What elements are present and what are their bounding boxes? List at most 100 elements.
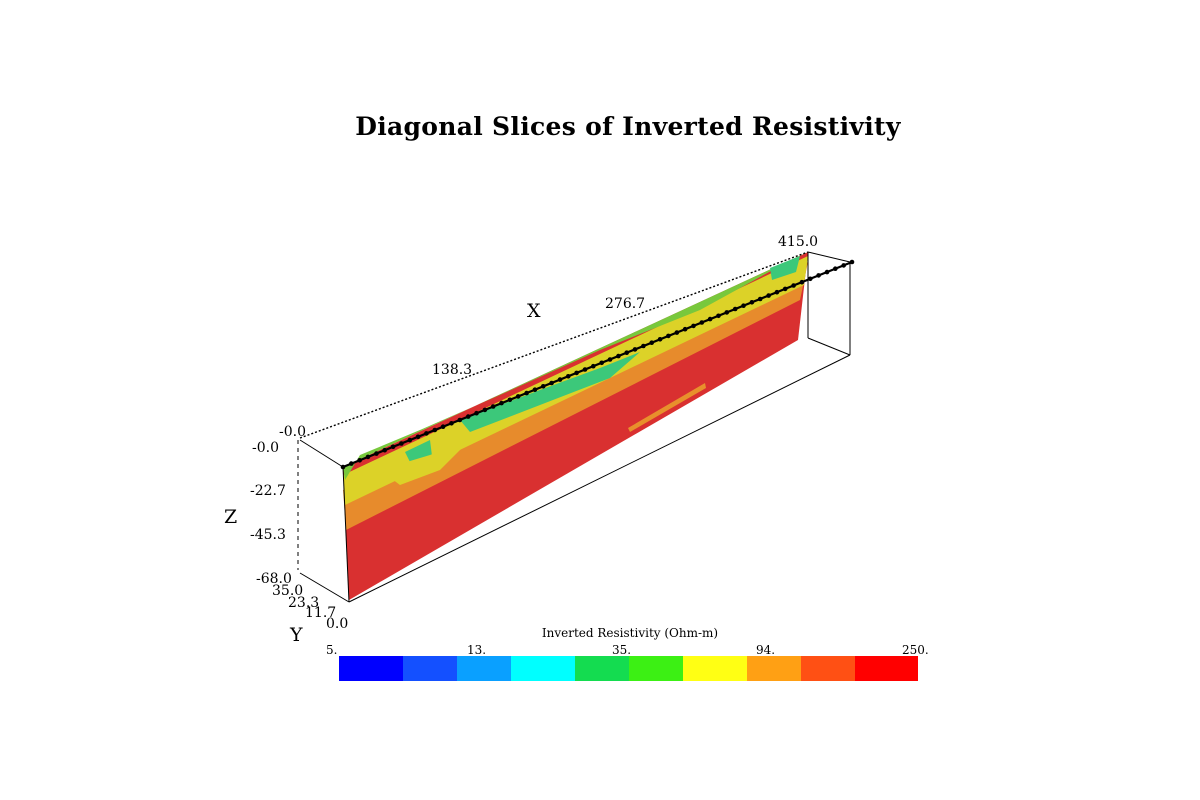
y-tick-2: 11.7 [305, 605, 336, 621]
electrode-marker [465, 414, 471, 419]
colorbar-segment [629, 656, 683, 681]
electrode-marker [741, 303, 746, 309]
box-edge-top-left [299, 439, 344, 468]
colorbar-segment [575, 656, 629, 681]
electrode-marker [699, 320, 705, 325]
box-edge-front-bottom [348, 354, 851, 603]
electrode-marker [574, 370, 579, 376]
x-tick-1: 138.3 [432, 362, 472, 378]
electrode-marker [407, 437, 413, 443]
electrode-marker [415, 434, 421, 440]
colorbar-label-0: 5. [326, 643, 338, 657]
colorbar-segment [855, 656, 918, 681]
colorbar-segment [747, 656, 801, 681]
electrode-marker [649, 340, 654, 346]
electrode-marker [349, 461, 354, 466]
z-tick-0: -0.0 [252, 440, 279, 456]
colorbar [339, 656, 918, 681]
electrode-marker [774, 289, 780, 295]
electrode-marker [449, 421, 454, 426]
electrode-marker [557, 377, 563, 382]
electrode-marker [424, 431, 429, 436]
electrode-marker [490, 404, 496, 409]
electrode-marker [440, 424, 446, 430]
electrode-marker [833, 266, 838, 272]
electrode-marker [849, 259, 855, 265]
z-tick-3: -68.0 [256, 571, 292, 587]
electrode-marker [524, 390, 529, 396]
bounding-box [297, 251, 851, 603]
electrode-line [340, 259, 855, 470]
colorbar-segment [511, 656, 575, 681]
electrode-marker [824, 269, 830, 275]
electrode-marker [382, 447, 388, 453]
y-axis-label: Y [289, 624, 303, 646]
colorbar-title: Inverted Resistivity (Ohm-m) [541, 626, 719, 640]
electrode-marker [432, 427, 438, 433]
electrode-marker [474, 410, 479, 416]
electrode-marker [499, 400, 504, 406]
z-tick-1: -22.7 [250, 483, 286, 499]
x-axis-label: X [527, 300, 541, 322]
electrode-marker [457, 417, 463, 423]
electrode-marker [841, 263, 846, 268]
electrode-marker [816, 273, 821, 278]
electrode-marker [549, 380, 554, 386]
box-edge-top-right [807, 251, 851, 263]
electrode-marker [808, 276, 813, 282]
electrode-marker [666, 333, 671, 339]
electrode-marker [616, 353, 621, 359]
electrode-marker [582, 367, 588, 372]
electrode-marker [390, 444, 396, 450]
colorbar-segment [801, 656, 855, 681]
electrode-marker [566, 374, 571, 379]
electrode-marker [365, 454, 371, 460]
electrode-marker [732, 306, 738, 312]
x-tick-0: -0.0 [279, 424, 306, 440]
electrode-marker [340, 464, 346, 470]
electrode-marker [532, 387, 538, 393]
electrode-marker [632, 347, 638, 352]
z-tick-2: -45.3 [250, 527, 286, 543]
electrode-marker [782, 286, 788, 292]
electrode-marker [791, 283, 796, 288]
x-tick-3: 415.0 [778, 234, 818, 250]
colorbar-segment [457, 656, 511, 681]
y-tick-3: 0.0 [326, 616, 348, 632]
box-edge-right-bottom [807, 337, 851, 356]
slice-teal-patch-1 [460, 352, 640, 432]
box-edge-left-bottom [299, 572, 350, 603]
electrode-marker [541, 384, 546, 389]
electrode-marker [507, 397, 513, 403]
colorbar-label-3: 94. [756, 643, 776, 657]
electrode-marker [682, 326, 688, 332]
electrode-marker [607, 357, 613, 362]
electrode-marker [716, 313, 721, 319]
colorbar-label-4: 250. [902, 643, 929, 657]
electrode-marker [357, 458, 363, 463]
colorbar-label-1: 13. [467, 643, 487, 657]
resistivity-slice [343, 252, 808, 600]
electrode-marker [641, 343, 646, 349]
electrode-marker [599, 360, 604, 366]
slice-orange-streak [628, 383, 706, 432]
colorbar-segment [403, 656, 457, 681]
y-tick-1: 23.3 [288, 595, 319, 611]
electrode-marker [515, 394, 521, 399]
slice-yellow-patch [380, 440, 470, 485]
chart-title: Diagonal Slices of Inverted Resistivity [355, 112, 901, 141]
box-edge-left-vertical [342, 466, 350, 603]
slice-teal-patch-2 [770, 256, 800, 280]
z-axis-label: Z [224, 506, 237, 528]
y-tick-0: 35.0 [272, 583, 303, 599]
electrode-marker [674, 330, 680, 335]
slice-green-top [343, 252, 808, 480]
x-tick-2: 276.7 [605, 296, 645, 312]
electrode-marker [374, 451, 379, 456]
colorbar-label-2: 35. [612, 643, 632, 657]
electrode-marker [399, 441, 404, 446]
electrode-marker [707, 316, 713, 322]
electrode-marker [657, 337, 663, 342]
electrode-marker [624, 350, 629, 356]
electrode-marker [757, 296, 763, 302]
